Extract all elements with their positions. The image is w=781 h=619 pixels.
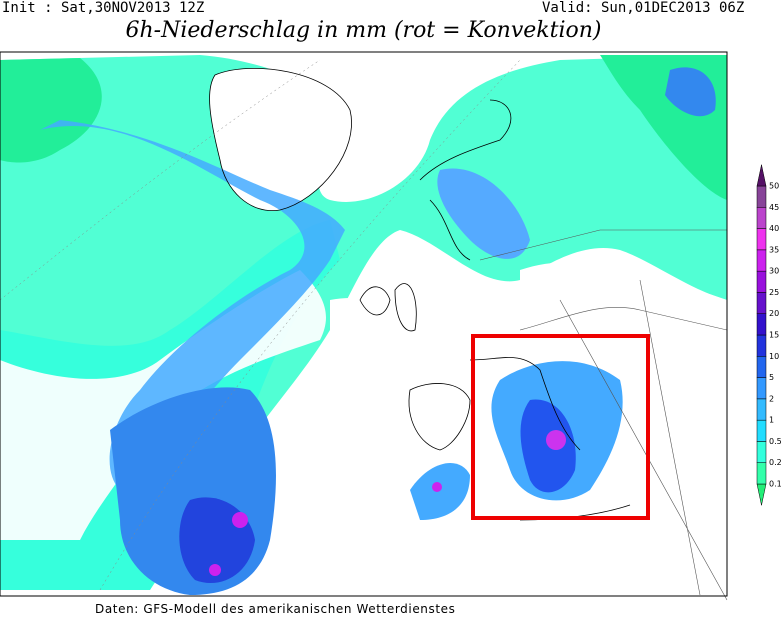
moderate-precip <box>437 168 530 259</box>
colorbar-label: 45 <box>769 203 779 212</box>
moderate-precip <box>40 120 345 490</box>
dry-area <box>520 261 727 595</box>
colorbar-swatch <box>756 398 767 421</box>
coastlines <box>0 59 728 601</box>
colorbar-swatch <box>756 419 767 442</box>
dry-area <box>250 297 474 595</box>
colorbar-label: 10 <box>769 352 779 361</box>
map-title: 6h-Niederschlag in mm (rot = Konvektion) <box>125 18 602 43</box>
colorbar-swatch <box>756 249 767 272</box>
light-precip <box>0 58 102 163</box>
very-heavy-precip <box>232 512 248 528</box>
very-heavy-precip <box>432 482 442 492</box>
map-frame <box>0 51 728 597</box>
graticule <box>0 59 521 591</box>
greenland <box>209 68 352 211</box>
moderate-precip <box>665 67 716 117</box>
moderate-precip <box>410 463 470 520</box>
colorbar-swatch <box>756 164 767 187</box>
colorbar-label: 40 <box>769 224 779 233</box>
colorbar-swatch <box>756 185 767 208</box>
highlight-box <box>471 334 650 520</box>
colorbar-swatch <box>756 270 767 293</box>
colorbar-swatch <box>756 207 767 229</box>
very-heavy-precip <box>546 430 566 450</box>
colorbar-label: 5 <box>769 373 774 382</box>
colorbar-label: 2 <box>769 394 774 403</box>
precip-field <box>0 55 727 595</box>
coastline <box>209 68 352 212</box>
colorbar-swatch <box>756 441 767 463</box>
colorbar-swatch <box>756 462 767 485</box>
data-source: Daten: GFS-Modell des amerikanischen Wet… <box>95 602 456 616</box>
colorbar-swatch <box>756 356 767 378</box>
very-heavy-precip <box>209 564 221 576</box>
colorbar-label: 50 <box>769 182 779 191</box>
coastline <box>419 99 512 261</box>
coastline <box>359 283 417 332</box>
colorbar-swatch <box>756 377 767 400</box>
colorbar-label: 20 <box>769 309 779 318</box>
colorbar-swatch <box>756 483 767 506</box>
colorbar-label: 35 <box>769 245 779 254</box>
colorbar-swatch <box>756 228 767 251</box>
colorbar-label: 15 <box>769 331 779 340</box>
colorbar-label: 30 <box>769 267 779 276</box>
colorbar-label: 1 <box>769 416 774 425</box>
colorbar-label: 0.1 <box>769 480 781 489</box>
border <box>479 229 728 331</box>
colorbar-swatch <box>756 334 767 357</box>
colorbar-swatch <box>756 292 767 314</box>
colorbar-label: 0.5 <box>769 437 781 446</box>
init-time: Init : Sat,30NOV2013 12Z <box>2 0 205 16</box>
border <box>559 279 728 601</box>
colorbar-label: 0.2 <box>769 458 781 467</box>
coastline <box>408 383 471 451</box>
valid-time: Valid: Sun,01DEC2013 06Z <box>542 0 745 16</box>
colorbar-label: 25 <box>769 288 779 297</box>
colorbar-swatch <box>756 313 767 336</box>
